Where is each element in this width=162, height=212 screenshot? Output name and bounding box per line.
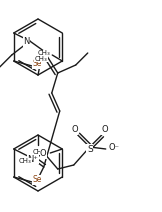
- Text: N⁺: N⁺: [27, 155, 38, 163]
- Text: Se: Se: [32, 176, 41, 184]
- Text: O: O: [71, 126, 78, 134]
- Text: Se: Se: [32, 60, 41, 68]
- Text: S: S: [87, 145, 93, 153]
- Text: O: O: [40, 149, 46, 159]
- Text: O⁻: O⁻: [108, 144, 119, 152]
- Text: CH₃: CH₃: [19, 158, 32, 164]
- Text: O: O: [101, 126, 108, 134]
- Text: CH₃: CH₃: [38, 50, 51, 56]
- Text: N: N: [23, 38, 30, 46]
- Text: CH₃: CH₃: [33, 149, 45, 155]
- Text: CH₃: CH₃: [35, 56, 47, 62]
